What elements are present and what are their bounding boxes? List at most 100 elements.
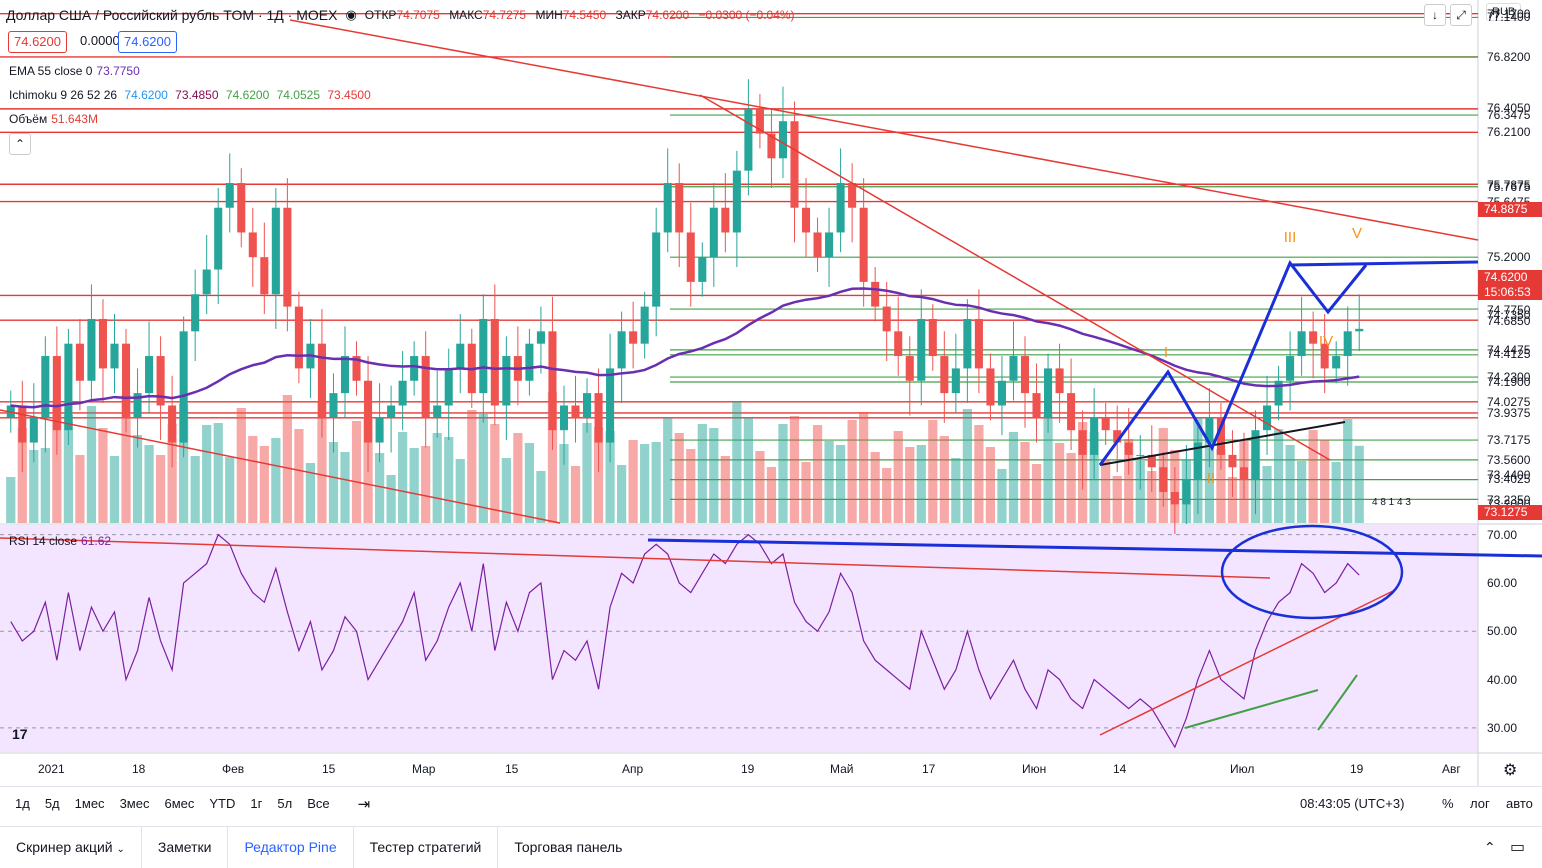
- volume-bar: [501, 458, 511, 523]
- price-tick: 76.3475: [1487, 108, 1531, 123]
- rsi-pane-bg: [0, 525, 1478, 752]
- tradingview-logo-icon[interactable]: 17: [12, 726, 28, 742]
- chevron-down-icon[interactable]: ⌄: [116, 843, 125, 855]
- eye-icon[interactable]: ◉: [345, 7, 357, 22]
- percent-toggle[interactable]: %: [1442, 796, 1454, 811]
- currency-select[interactable]: RUB: [1486, 3, 1522, 21]
- candle-body: [1274, 380, 1283, 406]
- clock[interactable]: 08:43:05 (UTC+3): [1300, 796, 1405, 811]
- volume-bar: [1043, 415, 1053, 523]
- time-tick: Мар: [412, 762, 436, 776]
- candle-body: [1067, 393, 1076, 431]
- auto-toggle[interactable]: авто: [1506, 796, 1533, 811]
- price-tick: 73.4025: [1487, 472, 1531, 487]
- volume-bar: [155, 455, 166, 523]
- candle-body: [894, 331, 903, 357]
- collapse-panel-icon[interactable]: ⌃: [1484, 839, 1496, 855]
- volume-bar: [605, 431, 615, 523]
- volume-bar: [1031, 464, 1042, 523]
- candle-body: [951, 368, 960, 394]
- price-tick: 73.2350: [1487, 493, 1531, 508]
- volume-bar: [1193, 417, 1203, 523]
- arrow-down-icon[interactable]: ↓: [1424, 4, 1446, 26]
- candle-body: [744, 108, 753, 171]
- time-tick: 18: [132, 762, 146, 776]
- candle-body: [559, 405, 569, 431]
- volume-bar: [582, 423, 592, 523]
- volume-bar: [1354, 445, 1364, 523]
- rsi-tick: 60.00: [1487, 575, 1518, 590]
- maximize-panel-icon[interactable]: ▭: [1510, 839, 1526, 856]
- tf-all[interactable]: Все: [307, 796, 330, 811]
- tf-5y[interactable]: 5л: [277, 796, 293, 811]
- tf-3m[interactable]: 3мес: [119, 796, 150, 811]
- elliott-wave: [1098, 260, 1368, 466]
- candle-body: [456, 343, 465, 369]
- collapse-legend-icon[interactable]: ⌃: [9, 133, 31, 155]
- price-tick: 76.2100: [1487, 125, 1531, 140]
- volume-bar: [1227, 477, 1238, 523]
- low-price-badge: 73.1275: [1478, 505, 1542, 520]
- fullscreen-icon[interactable]: ⤢: [1450, 4, 1472, 26]
- gear-icon[interactable]: ⚙: [1503, 762, 1518, 779]
- volume-bar: [766, 467, 777, 523]
- candle-body: [271, 207, 280, 295]
- tf-ytd[interactable]: YTD: [209, 796, 236, 811]
- ichimoku-legend[interactable]: Ichimoku 9 26 52 26 74.6200 73.4850 74.6…: [9, 88, 371, 102]
- candle-body: [375, 417, 384, 443]
- tab-strategy-tester[interactable]: Тестер стратегий: [354, 826, 499, 868]
- rsi-tick: 70.00: [1487, 527, 1518, 542]
- volume-bar: [98, 428, 108, 523]
- candle-body: [525, 343, 534, 381]
- support-line: [1099, 421, 1346, 466]
- volume-bar: [570, 466, 581, 523]
- log-toggle[interactable]: лог: [1470, 796, 1490, 811]
- tf-5d[interactable]: 5д: [44, 796, 60, 811]
- countdown-badge: 15:06:53: [1478, 285, 1542, 300]
- candle-body: [1320, 343, 1329, 369]
- volume-bar: [86, 406, 97, 523]
- volume-bar: [478, 414, 488, 523]
- candle-body: [997, 380, 1006, 406]
- candle-body: [698, 257, 707, 282]
- candle-body: [156, 356, 165, 406]
- time-tick: 2021: [38, 762, 65, 776]
- ema-legend[interactable]: EMA 55 close 0 73.7750: [9, 64, 140, 78]
- time-tick: 14: [1113, 762, 1127, 776]
- tab-trading-panel[interactable]: Торговая панель: [514, 838, 623, 855]
- date-range-icon[interactable]: ⇥: [357, 795, 371, 813]
- candle-body: [98, 318, 107, 369]
- volume-bar: [617, 465, 627, 523]
- candle-body: [52, 356, 61, 431]
- candle-body: [133, 393, 142, 418]
- volume-bar: [709, 428, 719, 523]
- tf-1d[interactable]: 1д: [15, 796, 30, 811]
- candle-body: [859, 207, 868, 282]
- tab-notes[interactable]: Заметки: [142, 826, 229, 868]
- tab-pine-editor[interactable]: Редактор Pine: [228, 826, 354, 868]
- tf-1y[interactable]: 1г: [250, 796, 263, 811]
- bid-box[interactable]: 74.6200: [8, 31, 67, 53]
- volume-legend[interactable]: Объём 51.643M: [9, 112, 98, 126]
- volume-bar: [6, 477, 16, 523]
- tf-6m[interactable]: 6мес: [164, 796, 195, 811]
- volume-bar: [628, 440, 638, 523]
- volume-bar: [1089, 432, 1099, 523]
- volume-bar: [928, 420, 938, 523]
- volume-bar: [1101, 460, 1111, 523]
- symbol-title[interactable]: Доллар США / Российский рубль TOM · 1Д ·…: [6, 7, 338, 23]
- volume-bar: [778, 424, 788, 523]
- time-tick: Июл: [1230, 762, 1255, 776]
- wave-label-1: I: [1164, 344, 1168, 361]
- volume-bar: [1331, 462, 1341, 523]
- tf-1m[interactable]: 1мес: [74, 796, 105, 811]
- candle-body: [790, 121, 799, 208]
- volume-bar: [593, 427, 604, 523]
- volume-bar: [294, 429, 304, 523]
- price-tick: 75.7875: [1487, 177, 1531, 192]
- price-tick: 77.1400: [1487, 10, 1531, 25]
- rsi-legend[interactable]: RSI 14 close 61.62: [9, 534, 112, 548]
- ask-box[interactable]: 74.6200: [118, 31, 177, 53]
- tab-stock-screener[interactable]: Скринер акций ⌄: [0, 826, 142, 868]
